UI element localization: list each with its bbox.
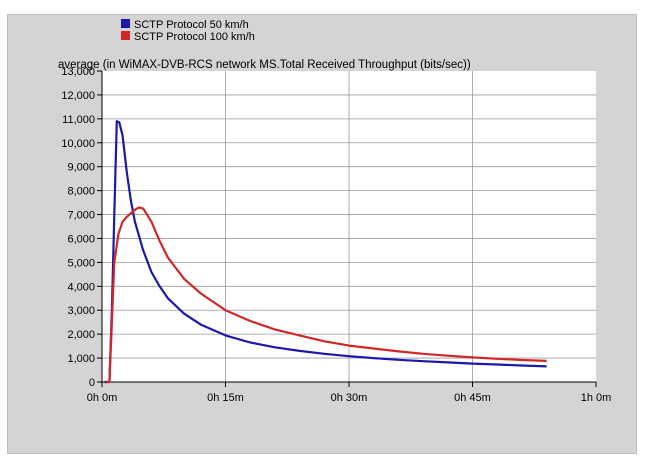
series-line-1 — [106, 206, 547, 384]
y-tick-label: 10,000 — [61, 138, 95, 150]
x-tick-label: 0h 30m — [331, 392, 368, 404]
y-axis-ticks: 0 1,000 2,000 3,000 4,000 5,000 6,000 7,000 8,00… — [61, 66, 102, 389]
x-tick-label: 0h 15m — [207, 392, 244, 404]
y-tick-label: 12,000 — [61, 90, 95, 102]
y-tick-label: 0 — [89, 377, 95, 389]
y-tick-label: 11,000 — [62, 114, 95, 126]
x-tick-label: 1h 0m — [581, 392, 612, 404]
y-tick-label: 8,000 — [67, 186, 95, 198]
y-tick-label: 1,000 — [67, 353, 95, 365]
legend-swatch-series-1 — [121, 31, 130, 40]
chart-title: average (in WiMAX-DVB-RCS network MS.Tot… — [58, 59, 471, 71]
x-tick-label: 0h 45m — [454, 392, 491, 404]
legend-label-series-1: SCTP Protocol 100 km/h — [134, 31, 255, 43]
y-tick-label: 6,000 — [67, 233, 95, 245]
legend: SCTP Protocol 50 km/h SCTP Protocol 100 … — [121, 19, 255, 43]
chart: 0 1,000 2,000 3,000 4,000 5,000 6,000 7,000 8,00… — [58, 19, 612, 404]
y-tick-label: 5,000 — [67, 257, 95, 269]
y-tick-label: 3,000 — [67, 305, 95, 317]
grid — [102, 71, 596, 382]
x-tick-label: 0h 0m — [87, 392, 118, 404]
legend-swatch-series-0 — [121, 19, 130, 28]
y-tick-label: 4,000 — [67, 281, 95, 293]
chart-frame: 0 1,000 2,000 3,000 4,000 5,000 6,000 7,000 8,00… — [7, 14, 637, 454]
x-axis-ticks: 0h 0m 0h 15m 0h 30m 0h 45m 1h 0m — [87, 382, 612, 404]
series-lines — [104, 120, 547, 384]
series-line-0 — [104, 120, 547, 384]
y-tick-label: 2,000 — [67, 329, 95, 341]
legend-label-series-0: SCTP Protocol 50 km/h — [134, 19, 249, 31]
y-tick-label: 7,000 — [67, 210, 95, 222]
y-tick-label: 13,000 — [61, 66, 95, 78]
y-tick-label: 9,000 — [67, 162, 95, 174]
